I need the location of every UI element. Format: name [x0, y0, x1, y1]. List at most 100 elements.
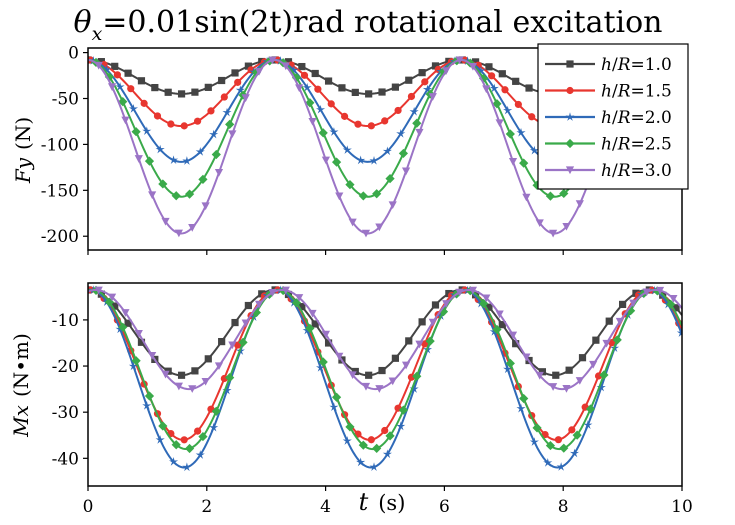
top-series-marker	[302, 82, 312, 92]
bottom-series-marker	[396, 421, 406, 431]
bottom-y-tick-label: -10	[52, 311, 79, 331]
top-series-marker	[231, 69, 239, 77]
top-series-marker	[348, 218, 357, 227]
bottom-series-marker	[211, 406, 221, 416]
top-series-marker	[485, 63, 493, 71]
top-y-tick-label: -200	[41, 227, 79, 247]
bottom-series-marker	[666, 299, 676, 309]
bottom-series-marker	[615, 317, 625, 326]
top-series-marker	[329, 127, 339, 136]
top-y-axis-label: Fy (N)	[11, 117, 35, 184]
bottom-series-marker	[619, 300, 627, 309]
bottom-series-marker	[599, 370, 609, 380]
bottom-series-marker	[94, 286, 103, 295]
x-tick-label: 6	[439, 497, 450, 517]
top-series-marker	[111, 62, 119, 70]
bottom-series-marker	[401, 361, 411, 370]
x-tick-label: 4	[320, 497, 331, 517]
top-series-marker	[298, 62, 306, 71]
top-series-marker	[482, 85, 491, 94]
bottom-series-marker	[241, 319, 250, 328]
bottom-series-marker	[182, 462, 192, 472]
top-y-tick-label: -100	[41, 135, 79, 155]
top-series-marker	[365, 90, 373, 98]
top-series-marker	[559, 188, 569, 199]
bottom-series-marker	[188, 385, 197, 393]
bottom-series-marker	[412, 371, 422, 381]
bottom-series-marker	[121, 309, 130, 317]
top-series-line	[88, 58, 682, 235]
x-tick-label: 8	[558, 497, 569, 517]
bottom-series-marker	[174, 382, 183, 391]
bottom-y-axis-unit: (N•m)	[9, 333, 33, 397]
legend-marker	[565, 166, 575, 175]
bottom-series-marker	[128, 361, 139, 371]
top-series-marker	[378, 88, 386, 96]
bottom-series-marker	[137, 338, 146, 346]
top-series-marker	[225, 119, 235, 130]
top-series-marker	[331, 157, 342, 167]
top-series-marker	[562, 222, 571, 231]
bottom-series-group	[88, 285, 682, 472]
bottom-series-marker	[578, 354, 587, 362]
top-series-marker	[488, 72, 496, 80]
x-axis-var: t	[359, 488, 369, 516]
top-series-marker	[412, 118, 422, 128]
legend-label-slash: /	[612, 161, 618, 181]
legend-marker	[566, 86, 574, 95]
bottom-series-marker	[218, 337, 226, 346]
top-series-marker	[191, 88, 199, 96]
top-series-marker	[442, 67, 451, 75]
top-series-marker	[184, 189, 195, 199]
legend-label: h/R=2.0	[601, 108, 672, 128]
bottom-series-marker	[556, 462, 566, 471]
legend-label-value: =1.0	[631, 55, 672, 75]
bottom-y-ticks: -10 -20 -30 -40	[52, 311, 88, 469]
bottom-series-marker	[568, 426, 576, 434]
bottom-series-marker	[375, 385, 384, 393]
top-series-marker	[124, 69, 132, 77]
top-series-marker	[300, 71, 309, 79]
bottom-y-tick-label: -40	[52, 449, 79, 469]
top-series-marker	[201, 202, 210, 211]
top-series-marker	[254, 67, 264, 76]
top-series-marker	[422, 84, 433, 94]
legend-label: h/R=1.0	[601, 55, 672, 75]
bottom-series-marker	[177, 371, 186, 379]
legend-label-value: =2.5	[631, 135, 672, 155]
bottom-series-marker	[569, 448, 580, 458]
top-series-marker	[268, 56, 277, 65]
bottom-series-marker	[589, 360, 598, 369]
bottom-series-marker	[104, 297, 114, 307]
bottom-series-marker	[367, 436, 375, 444]
top-series-marker	[209, 129, 219, 139]
top-series-marker	[244, 62, 252, 70]
bottom-series-marker	[308, 309, 317, 318]
top-series-marker	[295, 84, 304, 93]
top-series-marker	[342, 145, 352, 154]
top-y-ticks: 0 -50 -100 -150 -200	[41, 44, 683, 255]
top-series-marker	[407, 92, 416, 101]
bottom-series-marker	[131, 356, 141, 366]
bottom-series-marker	[298, 303, 306, 311]
bottom-series-marker	[111, 302, 119, 310]
top-series-marker	[396, 128, 406, 138]
bottom-series-marker	[519, 393, 529, 404]
top-series-marker	[367, 122, 375, 130]
bottom-series-marker	[596, 382, 606, 392]
bottom-series-marker	[592, 336, 600, 344]
top-series-marker	[115, 82, 125, 91]
legend-label: h/R=3.0	[601, 161, 672, 181]
bottom-series-marker	[562, 385, 571, 393]
bottom-series-marker	[495, 310, 504, 319]
top-series-marker	[142, 126, 152, 136]
bottom-series-marker	[295, 294, 304, 302]
top-series-marker	[431, 62, 440, 70]
top-y-axis-var: Fy	[11, 157, 35, 184]
bottom-series-marker	[168, 457, 179, 466]
top-series-marker	[512, 77, 520, 85]
bottom-series-marker	[345, 422, 355, 432]
legend-label-h: h	[601, 82, 612, 102]
bottom-series-marker	[348, 371, 357, 380]
top-series-marker	[503, 105, 513, 115]
